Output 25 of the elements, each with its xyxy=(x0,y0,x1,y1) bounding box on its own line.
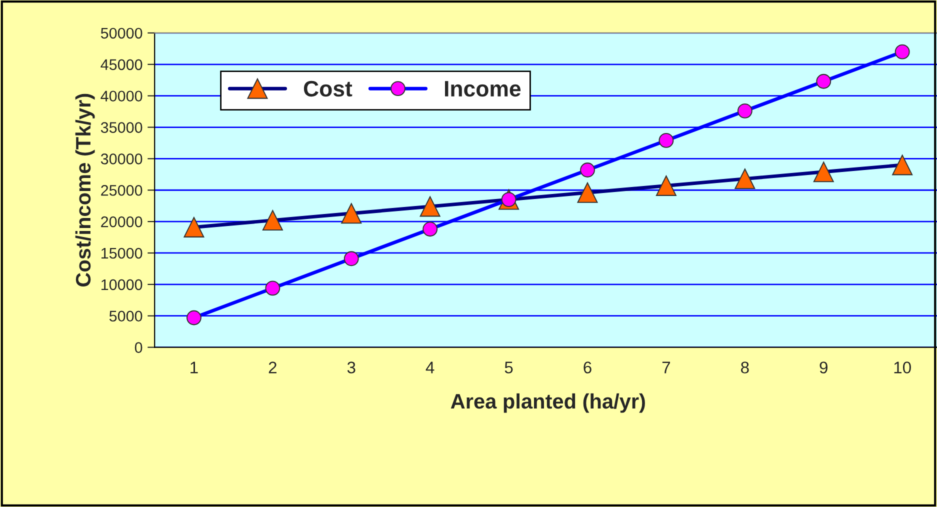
x-axis-title: Area planted (ha/yr) xyxy=(450,393,645,413)
y-tick-label: 45000 xyxy=(100,59,142,70)
y-tick-label: 20000 xyxy=(101,216,142,228)
x-tick-label: 8 xyxy=(741,362,749,374)
x-tick-label: 4 xyxy=(426,362,434,374)
x-tick-label: 2 xyxy=(268,362,276,374)
x-tick-label: 5 xyxy=(504,362,513,374)
y-tick-label: 10000 xyxy=(101,279,142,290)
legend-label: Cost xyxy=(304,80,352,97)
x-tick-label: 1 xyxy=(190,362,198,374)
y-tick-label: 40000 xyxy=(100,90,142,102)
y-tick-label: 15000 xyxy=(101,248,142,259)
y-tick-label: 50000 xyxy=(100,28,142,39)
y-tick-label: 5000 xyxy=(109,310,142,322)
x-tick-label: 7 xyxy=(662,362,670,374)
x-tick-label: 3 xyxy=(347,362,356,374)
y-tick-label: 25000 xyxy=(101,184,142,196)
y-tick-label: 0 xyxy=(134,342,142,353)
y-axis-title: Cost/income (Tk/yr) xyxy=(75,94,95,286)
y-tick-label: 30000 xyxy=(100,154,142,164)
x-tick-label: 9 xyxy=(820,362,828,374)
y-tick-label: 35000 xyxy=(100,122,142,133)
x-tick-label: 10 xyxy=(894,362,911,374)
x-tick-label: 6 xyxy=(584,362,592,374)
legend-label: Income xyxy=(445,81,521,97)
